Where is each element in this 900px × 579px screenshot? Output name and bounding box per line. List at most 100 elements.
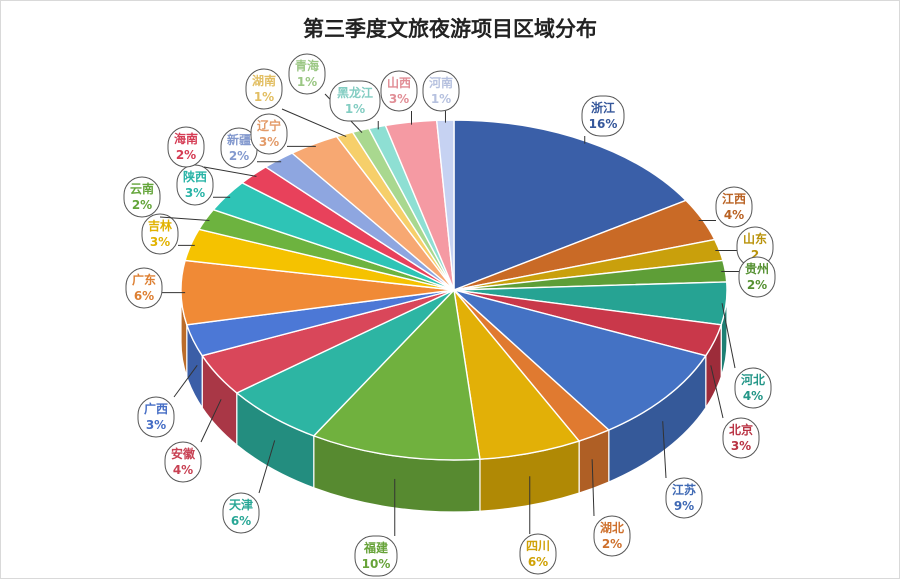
slice-label: 江西: [722, 191, 746, 206]
callout-bubble: [222, 492, 260, 534]
slice-percent: 2: [751, 248, 759, 262]
callout-21: 湖南 1%: [245, 68, 347, 138]
slice-label: 青海: [295, 58, 319, 73]
callout-14: 广东 6%: [125, 267, 186, 309]
slice-percent: 2%: [229, 149, 249, 163]
slice-label: 四川: [526, 539, 550, 553]
callout-bubble: [380, 70, 418, 112]
slice-label: 陕西: [183, 169, 207, 184]
slice-percent: 3%: [146, 418, 166, 432]
callout-leader: [721, 303, 736, 369]
slice-percent: 3%: [185, 186, 205, 200]
slice-label: 山东: [743, 231, 767, 246]
pie-top-faces: [180, 119, 728, 461]
slice-percent: 4%: [724, 208, 744, 222]
callout-9: 四川 6%: [519, 476, 557, 575]
callout-15: 吉林 3%: [141, 213, 195, 255]
callout-3: 山东 2: [715, 226, 774, 268]
callout-17: 陕西 3%: [176, 164, 231, 206]
slice-percent: 1%: [345, 102, 365, 116]
slice-label: 黑龙江: [337, 85, 373, 100]
callout-bubble: [288, 53, 326, 95]
slice-percent: 3%: [731, 439, 751, 453]
callout-bubble: [519, 533, 557, 575]
callout-bubble: [167, 126, 205, 168]
callout-leader: [159, 216, 210, 221]
callout-bubble: [715, 186, 753, 228]
callout-1: 浙江 16%: [581, 95, 625, 144]
callout-bubble: [354, 535, 398, 577]
slice-label: 天津: [229, 497, 253, 512]
slice-label: 江苏: [672, 482, 696, 497]
pie-side-walls: [180, 289, 728, 513]
slice-percent: 16%: [589, 117, 618, 131]
pie-slice-7: [453, 289, 707, 431]
callout-2: 江西 4%: [698, 186, 753, 228]
callout-8: 湖北 2%: [591, 459, 631, 557]
slice-percent: 1%: [431, 92, 451, 106]
callout-20: 辽宁 3%: [250, 113, 316, 155]
slice-label: 吉林: [148, 218, 172, 233]
callout-23: 黑龙江 1%: [329, 80, 381, 130]
slice-percent: 3%: [150, 235, 170, 249]
callout-bubble: [125, 267, 163, 309]
callout-bubble: [329, 80, 381, 122]
callout-18: 海南 2%: [167, 126, 257, 177]
slice-percent: 10%: [362, 557, 391, 571]
slice-label: 新疆: [227, 132, 251, 147]
chart-title: 第三季度文旅夜游项目区域分布: [303, 16, 597, 41]
slice-label: 海南: [174, 131, 198, 146]
callout-bubble: [738, 256, 776, 298]
slice-label: 河南: [428, 75, 453, 90]
slice-percent: 3%: [259, 135, 279, 149]
callout-16: 云南 2%: [123, 176, 210, 221]
slice-percent: 3%: [389, 92, 409, 106]
slice-percent: 4%: [173, 463, 193, 477]
slice-percent: 6%: [134, 289, 154, 303]
callout-leader: [173, 365, 198, 398]
slice-label: 广东: [132, 272, 156, 287]
callout-24: 山西 3%: [380, 70, 418, 125]
callout-leader: [258, 440, 276, 494]
slice-label: 湖北: [600, 520, 624, 535]
callout-4: 贵州 2%: [721, 256, 776, 298]
callout-11: 天津 6%: [222, 440, 276, 534]
callout-25: 河南 1%: [422, 70, 460, 123]
slice-label: 河北: [740, 372, 765, 387]
slice-label: 山西: [387, 75, 411, 90]
slice-percent: 6%: [528, 555, 548, 569]
slice-label: 广西: [144, 401, 168, 416]
callout-bubble: [734, 367, 772, 409]
slice-label: 湖南: [252, 73, 276, 88]
callout-leader: [662, 421, 667, 479]
callout-bubble: [245, 68, 283, 110]
callout-bubble: [422, 70, 460, 112]
slice-percent: 1%: [297, 75, 317, 89]
callout-leader: [591, 459, 595, 517]
callout-19: 新疆 2%: [220, 127, 282, 169]
slice-label: 辽宁: [257, 118, 281, 133]
callout-leader: [281, 108, 347, 138]
callout-bubble: [137, 396, 175, 438]
slice-percent: 2%: [602, 537, 622, 551]
slice-label: 安徽: [171, 446, 196, 461]
callout-bubble: [141, 213, 179, 255]
slice-label: 浙江: [591, 100, 615, 115]
slice-label: 北京: [729, 422, 753, 437]
pie-slice-1: [453, 119, 688, 292]
callout-22: 青海 1%: [288, 53, 363, 133]
slice-percent: 9%: [674, 499, 694, 513]
callout-6: 北京 3%: [710, 365, 760, 459]
callout-12: 安徽 4%: [164, 399, 222, 483]
callout-bubble: [593, 515, 631, 557]
callout-bubble: [665, 477, 703, 519]
callout-5: 河北 4%: [721, 303, 772, 409]
callout-bubble: [164, 441, 202, 483]
slice-percent: 2%: [747, 278, 767, 292]
slice-label: 福建: [363, 540, 389, 555]
pie-slice-10: [312, 288, 481, 461]
callout-bubble: [581, 95, 625, 137]
slice-percent: 1%: [254, 90, 274, 104]
callout-leader: [710, 365, 724, 419]
